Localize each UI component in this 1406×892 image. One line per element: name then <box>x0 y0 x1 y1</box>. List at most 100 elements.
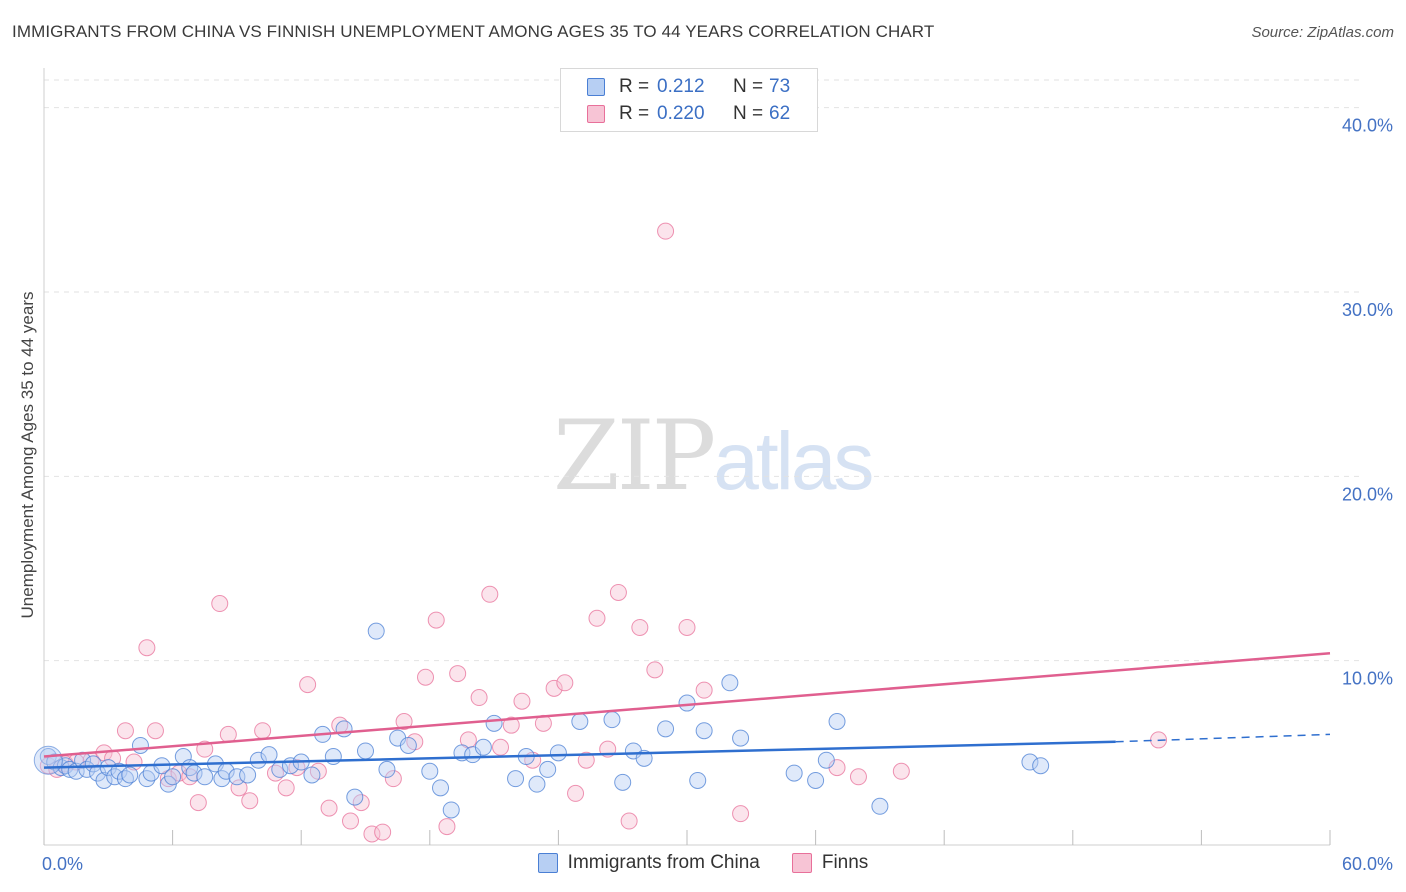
data-point-china <box>303 766 321 784</box>
data-point-china <box>249 751 267 769</box>
data-point-finns <box>230 779 248 797</box>
data-point-finns <box>363 825 381 843</box>
data-point-china <box>785 764 803 782</box>
data-point-china <box>324 748 342 766</box>
bottom-legend-label-finns: Finns <box>821 852 869 873</box>
bottom-legend-finns: Finns <box>791 852 869 874</box>
legend-row-finns: R = 0.220 N = 62 <box>587 103 790 125</box>
data-point-finns <box>502 716 520 734</box>
data-point-finns <box>631 618 649 636</box>
y-tick-label: 30.0% <box>1342 300 1393 320</box>
data-point-china <box>1032 757 1050 775</box>
data-point-finns <box>427 611 445 629</box>
data-point-china <box>346 788 364 806</box>
data-point-finns <box>657 222 675 240</box>
watermark-atlas: atlas <box>713 416 874 507</box>
data-point-china <box>732 729 750 747</box>
trendline-china-extension <box>1115 733 1331 743</box>
data-point-china <box>474 738 492 756</box>
legend-n-label: N = <box>733 103 764 124</box>
data-point-finns <box>588 609 606 627</box>
data-point-cluster <box>33 745 63 775</box>
data-point-china <box>614 773 632 791</box>
bottom-legend-swatch-finns <box>791 853 812 873</box>
legend-n-value: 73 <box>769 76 791 97</box>
data-point-china <box>528 775 546 793</box>
data-point-china <box>61 760 79 778</box>
data-point-finns <box>492 738 510 756</box>
data-point-finns <box>395 712 413 730</box>
data-point-china <box>678 694 696 712</box>
data-point-china <box>485 714 503 732</box>
data-point-finns <box>620 812 638 830</box>
data-point-china <box>239 766 257 784</box>
trendline-finns <box>43 652 1331 758</box>
data-point-china <box>357 742 374 760</box>
data-point-china <box>131 736 149 754</box>
legend-r-value: 0.220 <box>657 103 705 124</box>
data-point-china <box>689 771 707 789</box>
data-point-finns <box>567 784 585 802</box>
bottom-legend: Immigrants from China Finns <box>0 852 1406 874</box>
trendline-china <box>43 740 1116 769</box>
data-point-china <box>507 770 525 788</box>
data-point-finns <box>678 618 696 636</box>
bottom-legend-swatch-china <box>537 853 558 873</box>
data-point-finns <box>849 768 867 786</box>
legend-n-label: N = <box>733 76 764 97</box>
data-point-china <box>1021 753 1039 771</box>
data-point-china <box>828 712 846 730</box>
bottom-legend-label-china: Immigrants from China <box>567 852 760 873</box>
data-point-finns <box>513 692 531 710</box>
data-point-china <box>432 779 450 797</box>
data-point-finns <box>732 805 750 823</box>
data-point-finns <box>374 823 392 841</box>
data-point-finns <box>211 595 229 613</box>
data-point-finns <box>449 665 467 683</box>
y-tick-label: 40.0% <box>1342 116 1393 136</box>
data-point-china <box>817 751 835 769</box>
data-point-finns <box>146 722 164 740</box>
y-axis-label: Unemployment Among Ages 35 to 44 years <box>18 291 37 619</box>
data-point-china <box>539 760 557 778</box>
data-point-finns <box>646 661 664 679</box>
data-point-finns <box>254 722 272 740</box>
data-point-china <box>228 768 246 786</box>
data-point-china <box>421 762 439 780</box>
data-point-finns <box>219 725 237 743</box>
data-point-china <box>378 760 396 778</box>
data-point-china <box>121 766 139 784</box>
data-point-china <box>335 720 353 738</box>
data-point-finns <box>241 792 259 810</box>
watermark-zip: ZIP <box>553 400 716 512</box>
x-tick-label: 60.0% <box>1342 854 1393 874</box>
legend-r-label: R = <box>619 76 650 97</box>
y-tick-label: 20.0% <box>1342 484 1393 504</box>
data-point-finns <box>545 679 563 697</box>
data-point-finns <box>138 639 156 657</box>
data-point-china <box>95 771 113 789</box>
legend-row-china: R = 0.212 N = 73 <box>587 76 790 98</box>
data-point-china <box>603 711 621 729</box>
data-point-finns <box>277 779 295 797</box>
data-point-finns <box>341 812 359 830</box>
bottom-legend-china: Immigrants from China <box>537 852 760 874</box>
chart-title: IMMIGRANTS FROM CHINA VS FINNISH UNEMPLO… <box>12 22 935 41</box>
data-point-finns <box>438 818 456 836</box>
data-point-finns <box>556 674 574 692</box>
data-point-china <box>260 746 278 764</box>
data-point-finns <box>609 583 627 601</box>
data-point-china <box>807 771 825 789</box>
legend-swatch-finns <box>587 105 605 123</box>
data-point-china <box>657 720 675 738</box>
data-point-china <box>442 801 460 819</box>
data-point-finns <box>320 799 338 817</box>
data-point-finns <box>577 751 595 769</box>
legend-r-value: 0.212 <box>657 76 705 97</box>
data-point-china <box>721 674 739 692</box>
legend-r-label: R = <box>619 103 650 124</box>
data-point-china <box>549 744 567 762</box>
data-point-china <box>399 736 417 754</box>
data-point-finns <box>299 676 317 694</box>
